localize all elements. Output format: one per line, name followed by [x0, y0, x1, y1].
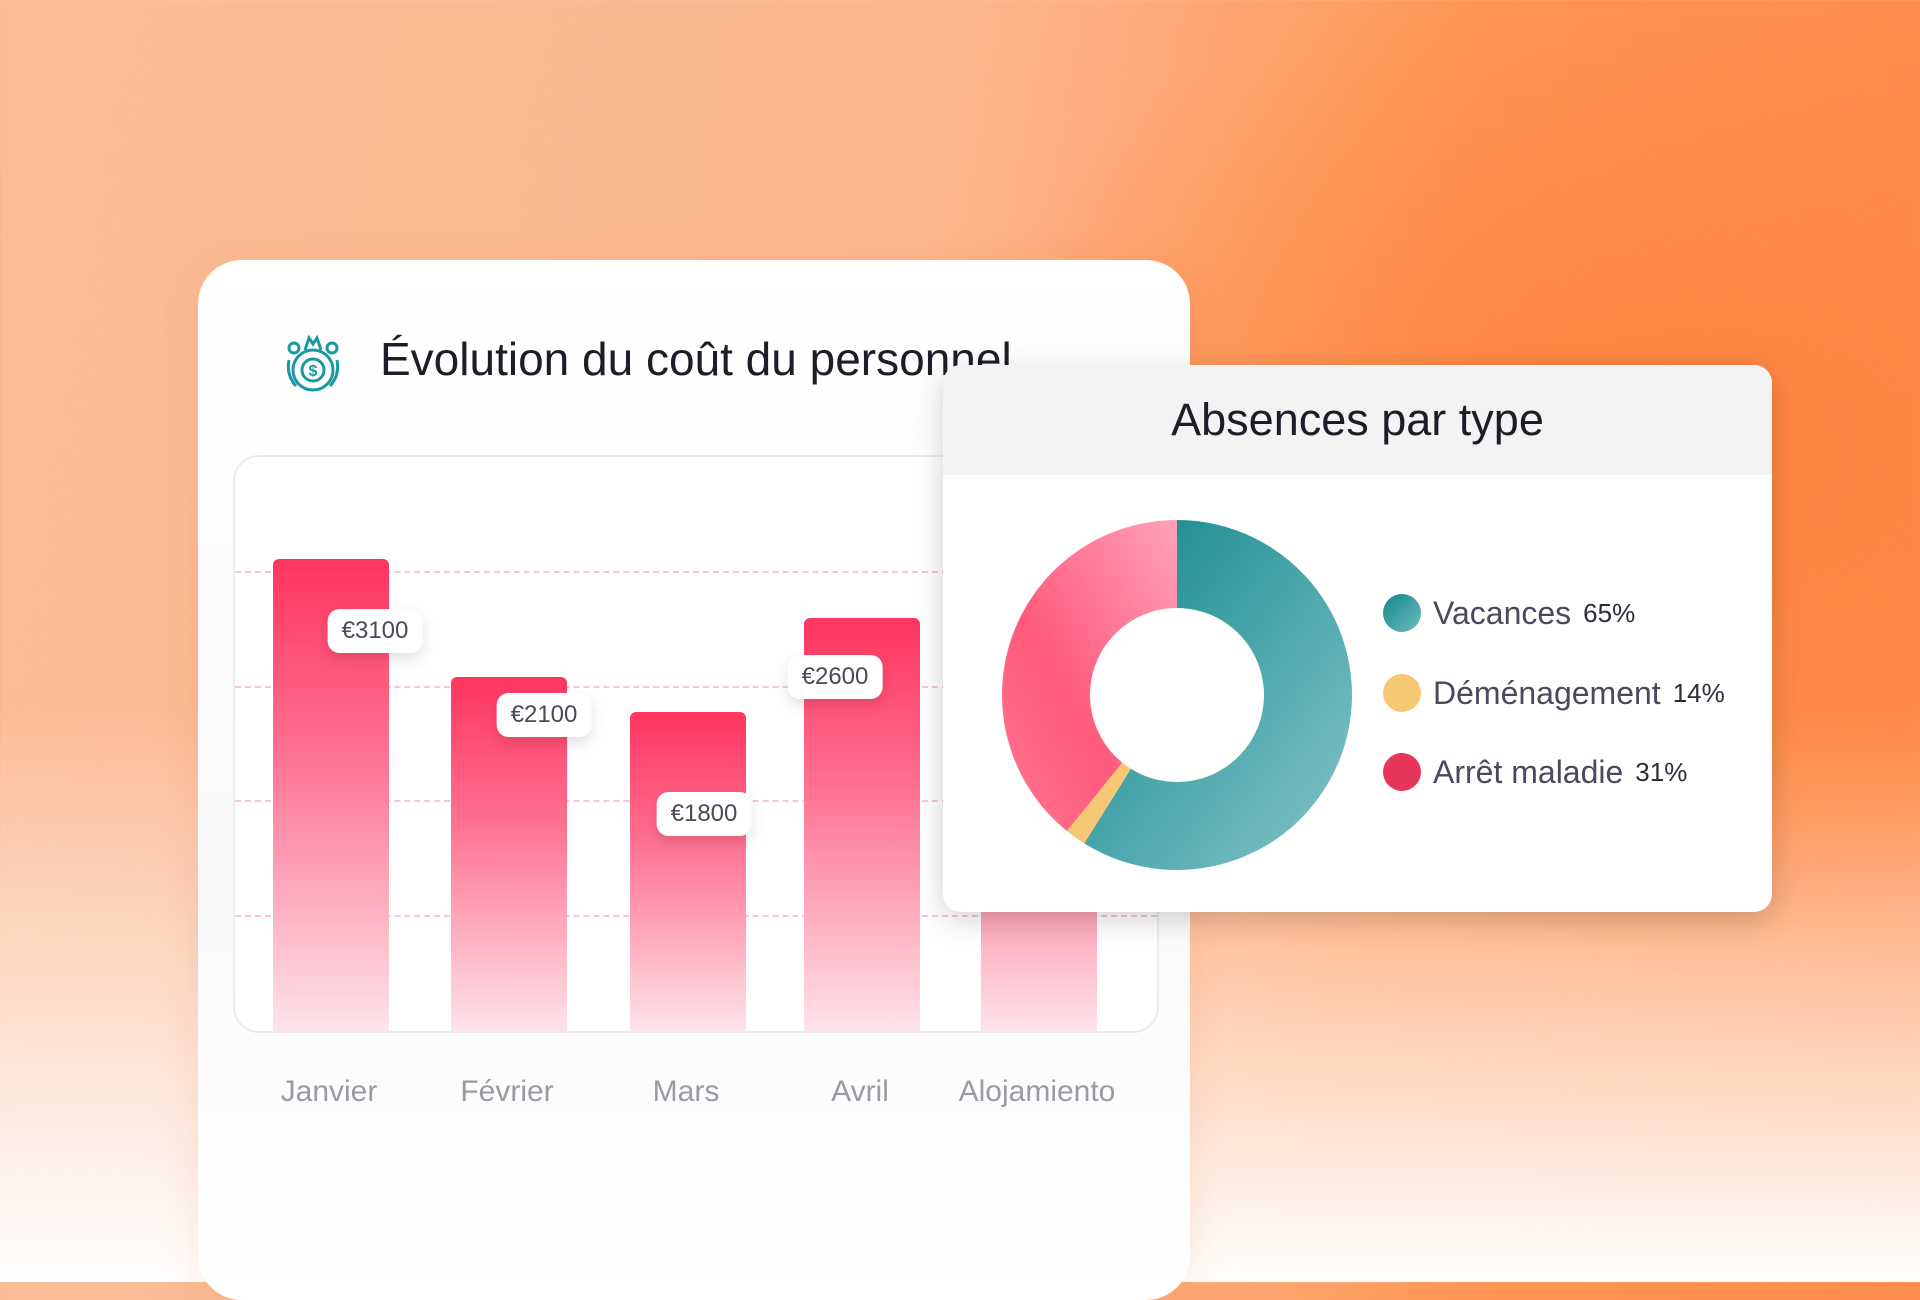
legend-percent: 65%	[1583, 597, 1636, 628]
bar-chart-panel: €3100 €2100 €1800 €2600	[233, 455, 1159, 1033]
legend-item: Déménagement 14%	[1383, 674, 1725, 712]
money-bag-icon: $	[286, 334, 340, 392]
absences-popup: Absences par type Vacances 65% Déménagemen…	[943, 365, 1772, 912]
legend-dot-icon	[1383, 674, 1421, 712]
gridline	[235, 571, 1157, 573]
value-label: €1800	[656, 792, 752, 836]
legend-percent: 14%	[1672, 677, 1725, 708]
donut-slice-d-m-nagement	[1066, 762, 1131, 844]
gridline	[235, 686, 1157, 688]
legend-item: Vacances 65%	[1383, 594, 1635, 632]
legend-label: Arrêt maladie	[1433, 753, 1624, 790]
x-tick-label: Avril	[831, 1075, 889, 1108]
svg-text:$: $	[309, 363, 318, 380]
x-tick-label: Janvier	[280, 1075, 378, 1108]
legend-item: Arrêt maladie 31%	[1383, 753, 1687, 791]
donut-chart	[1002, 520, 1352, 870]
value-label: €3100	[327, 609, 423, 653]
donut-slice-vacances	[1084, 520, 1352, 870]
legend-dot-icon	[1383, 594, 1421, 632]
legend-percent: 31%	[1635, 756, 1688, 787]
popup-title: Absences par type	[943, 365, 1772, 475]
legend-label: Déménagement	[1433, 674, 1661, 711]
value-label: €2600	[787, 655, 883, 699]
value-label: €2100	[496, 693, 592, 737]
x-tick-label: Mars	[652, 1075, 720, 1108]
donut-slice-arr-t-maladie	[1002, 520, 1177, 832]
legend-dot-icon	[1383, 753, 1421, 791]
bar-mars	[630, 712, 746, 1031]
legend-label: Vacances	[1433, 594, 1572, 631]
x-tick-label: Alojamiento	[958, 1075, 1116, 1108]
card-title: Évolution du coût du personnel	[380, 333, 1012, 385]
x-tick-label: Février	[460, 1075, 554, 1108]
